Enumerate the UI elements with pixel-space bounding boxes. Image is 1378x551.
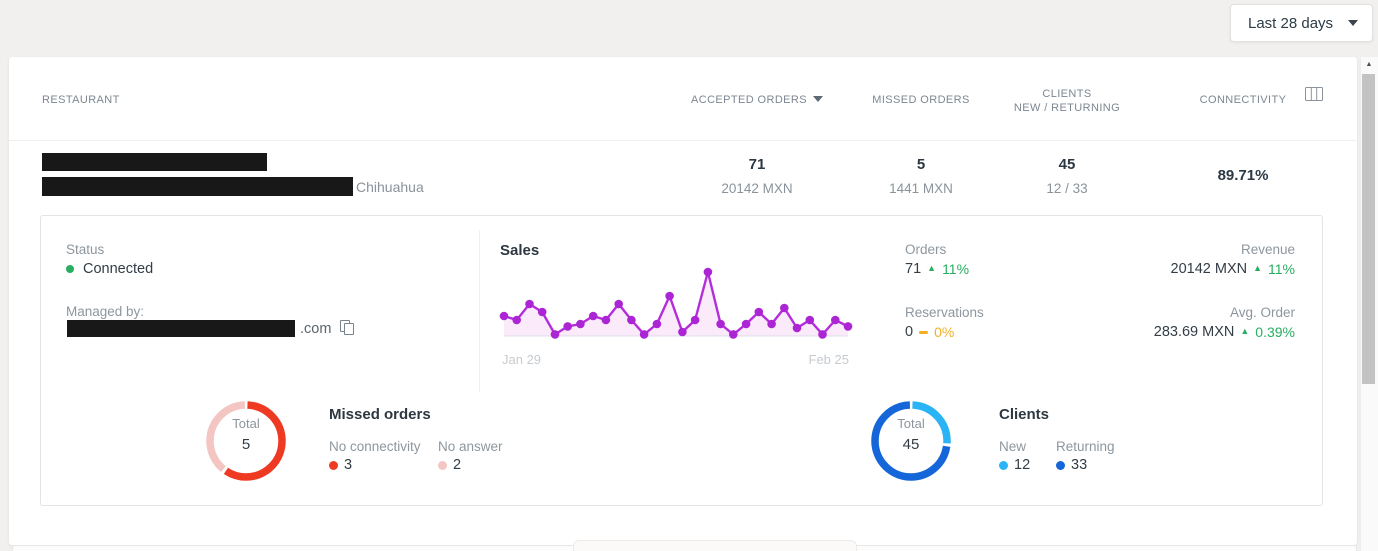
- clients-total-label: Total: [897, 416, 925, 431]
- next-restaurant-card-tab: [573, 540, 857, 551]
- revenue-value: 20142 MXN: [1170, 261, 1248, 277]
- missed-legend-1-label: No connectivity: [329, 439, 421, 454]
- clients-new-returning: 12 / 33: [1046, 181, 1088, 196]
- clients-legend-1-value: 12: [1014, 457, 1031, 473]
- column-header-clients: CLIENTS NEW / RETURNING: [957, 87, 1177, 115]
- avg-order-label: Avg. Order: [1229, 305, 1295, 320]
- column-header-connectivity: CONNECTIVITY: [1199, 94, 1287, 106]
- date-range-selector[interactable]: Last 28 days: [1230, 4, 1373, 42]
- trend-flat-icon: [919, 330, 929, 334]
- revenue-value-row: 20142 MXN ▲ 11%: [1171, 261, 1295, 277]
- missed-orders-title: Missed orders: [329, 406, 431, 423]
- status-connected-dot: [66, 265, 74, 273]
- clients-total-value: 45: [902, 436, 920, 453]
- orders-value-row: 71 ▲ 11%: [905, 261, 969, 277]
- column-header-missed-orders: MISSED ORDERS: [872, 94, 970, 106]
- trend-up-icon: ▲: [1253, 262, 1263, 273]
- missed-legend-1-row: 3: [329, 457, 352, 473]
- clients-legend-1-row: 12: [999, 457, 1030, 473]
- legend-dot-icon: [999, 460, 1008, 470]
- sales-axis-start: Jan 29: [502, 352, 542, 367]
- clients-legend-1-label: New: [999, 439, 1027, 454]
- columns-settings-icon[interactable]: [1305, 87, 1323, 106]
- avg-order-value-row: 283.69 MXN ▲ 0.39%: [1154, 324, 1295, 340]
- reservations-value-row: 0 0%: [905, 324, 954, 340]
- missed-legend-2-row: 2: [438, 457, 461, 473]
- date-range-label: Last 28 days: [1248, 14, 1334, 32]
- manager-email-suffix: .com: [300, 321, 332, 337]
- redacted-restaurant-address: [42, 177, 353, 196]
- reservations-label: Reservations: [905, 305, 984, 320]
- clients-total: 45: [1058, 156, 1076, 173]
- restaurants-table-card: RESTAURANT ACCEPTED ORDERS MISSED ORDERS…: [9, 57, 1357, 545]
- missed-orders-amount: 1441 MXN: [889, 181, 953, 196]
- reservations-delta: 0%: [934, 324, 955, 340]
- column-header-clients-line2: NEW / RETURNING: [1013, 102, 1121, 114]
- clients-donut: [871, 401, 951, 481]
- legend-dot-icon: [329, 460, 338, 470]
- section-divider: [479, 230, 480, 392]
- redacted-manager-email: [67, 320, 295, 337]
- restaurant-detail-panel: Status Connected Managed by: .com Sales …: [40, 215, 1323, 506]
- chevron-down-icon: [1348, 20, 1358, 26]
- sort-desc-icon: [813, 96, 824, 102]
- missed-total-label: Total: [232, 416, 260, 431]
- column-header-accepted-label: ACCEPTED ORDERS: [690, 94, 808, 106]
- connectivity-value: 89.71%: [1217, 167, 1269, 184]
- missed-orders-count: 5: [916, 156, 926, 173]
- clients-legend-2-row: 33: [1056, 457, 1087, 473]
- legend-dot-icon: [1056, 460, 1065, 470]
- clients-legend-2-value: 33: [1071, 457, 1088, 473]
- avg-order-value: 283.69 MXN: [1153, 324, 1235, 340]
- trend-up-icon: ▲: [927, 262, 937, 273]
- managed-by-label: Managed by:: [66, 304, 145, 319]
- sales-title: Sales: [500, 242, 540, 259]
- avg-order-delta: 0.39%: [1255, 324, 1295, 340]
- column-header-restaurant: RESTAURANT: [42, 94, 120, 106]
- legend-dot-icon: [438, 460, 447, 470]
- trend-up-icon: ▲: [1240, 325, 1250, 336]
- missed-total-value: 5: [241, 436, 251, 453]
- missed-legend-2-value: 2: [453, 457, 462, 473]
- orders-delta: 11%: [942, 261, 970, 277]
- sales-line-chart: [499, 267, 853, 339]
- header-divider: [9, 140, 1357, 141]
- missed-legend-1-value: 3: [344, 457, 353, 473]
- reservations-value: 0: [905, 324, 914, 340]
- revenue-delta: 11%: [1268, 261, 1295, 277]
- clients-title: Clients: [999, 406, 1050, 423]
- missed-legend-2-label: No answer: [438, 439, 503, 454]
- column-header-clients-line1: CLIENTS: [1042, 88, 1092, 100]
- missed-orders-donut: [206, 401, 286, 481]
- status-value: Connected: [83, 261, 154, 277]
- revenue-label: Revenue: [1240, 242, 1295, 257]
- redacted-restaurant-name: [42, 153, 267, 171]
- missed-donut-center: Total 5: [203, 416, 289, 453]
- scroll-up-arrow-icon[interactable]: ▲: [1365, 61, 1373, 68]
- orders-value: 71: [905, 261, 922, 277]
- sales-axis-end: Feb 25: [808, 352, 849, 367]
- scrollbar-thumb[interactable]: [1362, 74, 1375, 384]
- orders-label: Orders: [905, 242, 947, 257]
- accepted-orders-amount: 20142 MXN: [721, 181, 793, 196]
- copy-icon-front-square: [344, 323, 354, 335]
- column-header-accepted-orders[interactable]: ACCEPTED ORDERS: [647, 94, 867, 106]
- status-label: Status: [66, 242, 105, 257]
- clients-donut-center: Total 45: [868, 416, 954, 453]
- accepted-orders-count: 71: [748, 156, 766, 173]
- copy-icon[interactable]: [340, 320, 354, 335]
- clients-legend-2-label: Returning: [1056, 439, 1115, 454]
- restaurant-location: Chihuahua: [356, 179, 424, 195]
